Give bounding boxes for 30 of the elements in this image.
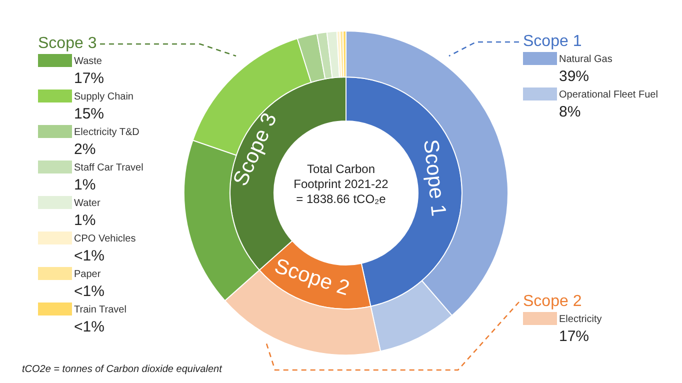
slice-label: Scope 2 bbox=[272, 254, 352, 300]
slice-label: Scope 1 bbox=[418, 138, 450, 218]
text: Total Carbon Footprint 2021-22 = 1838.66 tCO₂e bbox=[292, 162, 390, 207]
data-label: 1% bbox=[74, 176, 96, 194]
legend-label: Electricity T&D bbox=[74, 127, 140, 138]
category-label: Scope 2 bbox=[523, 293, 582, 310]
data-label: 2% bbox=[74, 141, 96, 158]
legend-label: Natural Gas bbox=[559, 54, 612, 65]
legend-label: Paper bbox=[74, 269, 102, 280]
legend-label: Water bbox=[74, 198, 101, 209]
legend-label: Operational Fleet Fuel bbox=[559, 90, 658, 100]
legend-label: Supply Chain bbox=[74, 92, 134, 102]
data-label: <1% bbox=[74, 248, 104, 264]
data-label: <1% bbox=[74, 283, 104, 300]
legend-label: Scope 1 bbox=[523, 33, 582, 50]
legend-label: Staff Car Travel bbox=[74, 162, 144, 174]
text: tCO2e = tonnes of Carbon dioxide equivalent bbox=[22, 364, 222, 375]
slice-label: Scope 3 bbox=[228, 110, 282, 190]
legend-label: CPO Vehicles bbox=[74, 234, 136, 244]
data-label: 39% bbox=[559, 68, 590, 85]
data-label: 17% bbox=[74, 70, 104, 87]
data-label: 1% bbox=[74, 212, 96, 229]
data-label: 8% bbox=[559, 104, 581, 120]
category-label: Scope 3 bbox=[38, 35, 97, 52]
legend-label: Electricity bbox=[559, 314, 602, 325]
data-label: <1% bbox=[74, 318, 104, 336]
data-label: 17% bbox=[559, 328, 590, 345]
data-label: 15% bbox=[74, 106, 104, 122]
legend-label: Train Travel bbox=[74, 304, 126, 316]
legend-label: Waste bbox=[74, 56, 102, 67]
